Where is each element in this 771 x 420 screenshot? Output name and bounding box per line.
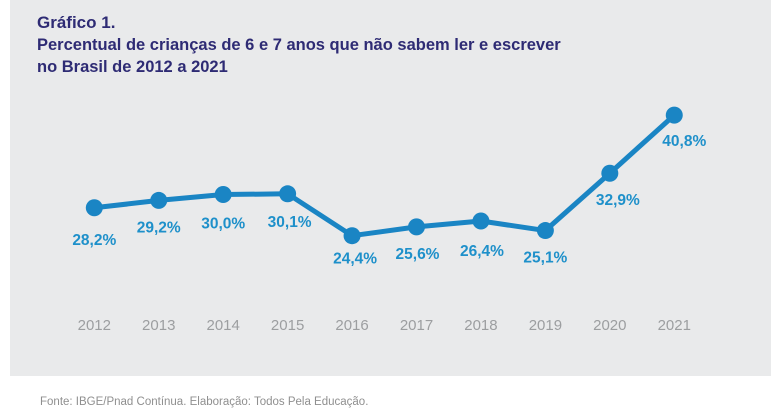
title-block: Gráfico 1. Percentual de crianças de 6 e… [37,12,637,78]
data-point-label-2015: 30,1% [268,214,312,231]
x-axis-year-label-2017: 2017 [400,317,433,334]
data-point-2018 [472,212,490,230]
data-point-2017 [408,218,425,236]
data-point-2013 [150,191,168,209]
data-point-label-2019: 25,1% [523,250,567,267]
data-point-label-2017: 25,6% [396,246,440,263]
trend-line [91,112,677,239]
data-point-label-2013: 29,2% [137,219,181,236]
data-point-label-2014: 30,0% [201,216,245,233]
chart-subtitle-line-2: no Brasil de 2012 a 2021 [37,58,228,76]
data-point-2016 [343,227,361,245]
data-point-label-2016: 24,4% [333,251,377,268]
data-point-2019 [536,222,554,240]
x-axis-year-label-2019: 2019 [529,317,562,334]
data-point-label-2012: 28,2% [72,232,116,249]
chart-title: Gráfico 1. [37,13,116,32]
data-point-2020 [601,164,619,182]
x-axis-year-label-2020: 2020 [593,317,626,334]
data-point-2014 [214,186,232,204]
source-note: Fonte: IBGE/Pnad Contínua. Elaboração: T… [40,396,369,408]
data-point-2012 [85,199,103,217]
x-axis-year-label-2014: 2014 [206,317,239,334]
x-axis-year-label-2012: 2012 [78,317,111,334]
x-axis-year-label-2013: 2013 [142,317,175,334]
data-point-label-2020: 32,9% [596,192,640,209]
x-axis-year-label-2018: 2018 [464,317,497,334]
data-point-2015 [279,185,297,203]
data-point-2021 [665,106,683,124]
x-axis-year-label-2021: 2021 [658,317,691,334]
chart-panel-background [10,0,771,376]
chart-subtitle-line-1: Percentual de crianças de 6 e 7 anos que… [37,36,561,54]
data-point-label-2021: 40,8% [662,133,706,150]
x-axis-year-label-2016: 2016 [335,317,368,334]
data-point-label-2018: 26,4% [460,243,504,260]
x-axis-year-label-2015: 2015 [271,317,304,334]
